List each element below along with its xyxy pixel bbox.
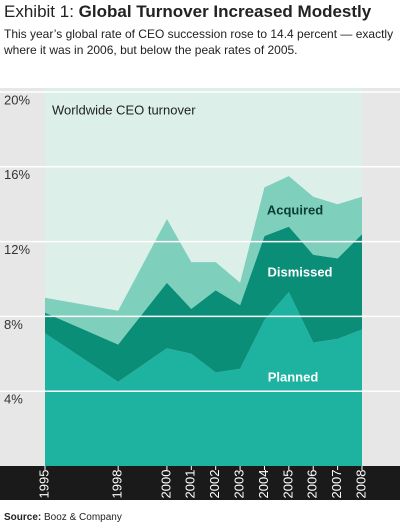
x-tick-label: 1995 [36, 470, 51, 499]
area [45, 176, 362, 345]
x-tick-label: 2001 [183, 470, 198, 499]
x-tick-label: 2004 [256, 470, 271, 499]
series-label: Acquired [267, 202, 323, 217]
x-tick-label: 1998 [110, 470, 125, 499]
y-tick-label: 20% [4, 92, 30, 107]
x-tick-label: 2008 [353, 470, 368, 499]
source: Source: Booz & Company [4, 512, 122, 523]
x-tick-label: 2000 [158, 470, 173, 499]
source-text: Booz & Company [44, 512, 122, 523]
area [45, 292, 362, 466]
annotation: Worldwide CEO turnover [52, 102, 196, 117]
header: Exhibit 1: Global Turnover Increased Mod… [4, 2, 396, 58]
x-tick-label: 2002 [207, 470, 222, 499]
title: Exhibit 1: Global Turnover Increased Mod… [4, 2, 396, 22]
x-tick-label: 2005 [280, 470, 295, 499]
subtitle: This year’s global rate of CEO successio… [4, 27, 394, 57]
y-tick-label: 12% [4, 242, 30, 257]
x-tick-label: 2007 [329, 470, 344, 499]
source-label: Source: [4, 512, 42, 523]
chart-title: Global Turnover Increased Modestly [78, 2, 372, 21]
x-axis-band [0, 466, 400, 500]
series-label: Planned [268, 369, 319, 384]
x-tick-label: 2006 [305, 470, 320, 499]
area [45, 226, 362, 382]
y-tick-label: 8% [4, 317, 23, 332]
x-tick-label: 2003 [232, 470, 247, 499]
series-label: Dismissed [267, 264, 332, 279]
y-tick-label: 4% [4, 392, 23, 407]
exhibit: Exhibit 1: [4, 2, 74, 21]
y-tick-label: 16% [4, 167, 30, 182]
